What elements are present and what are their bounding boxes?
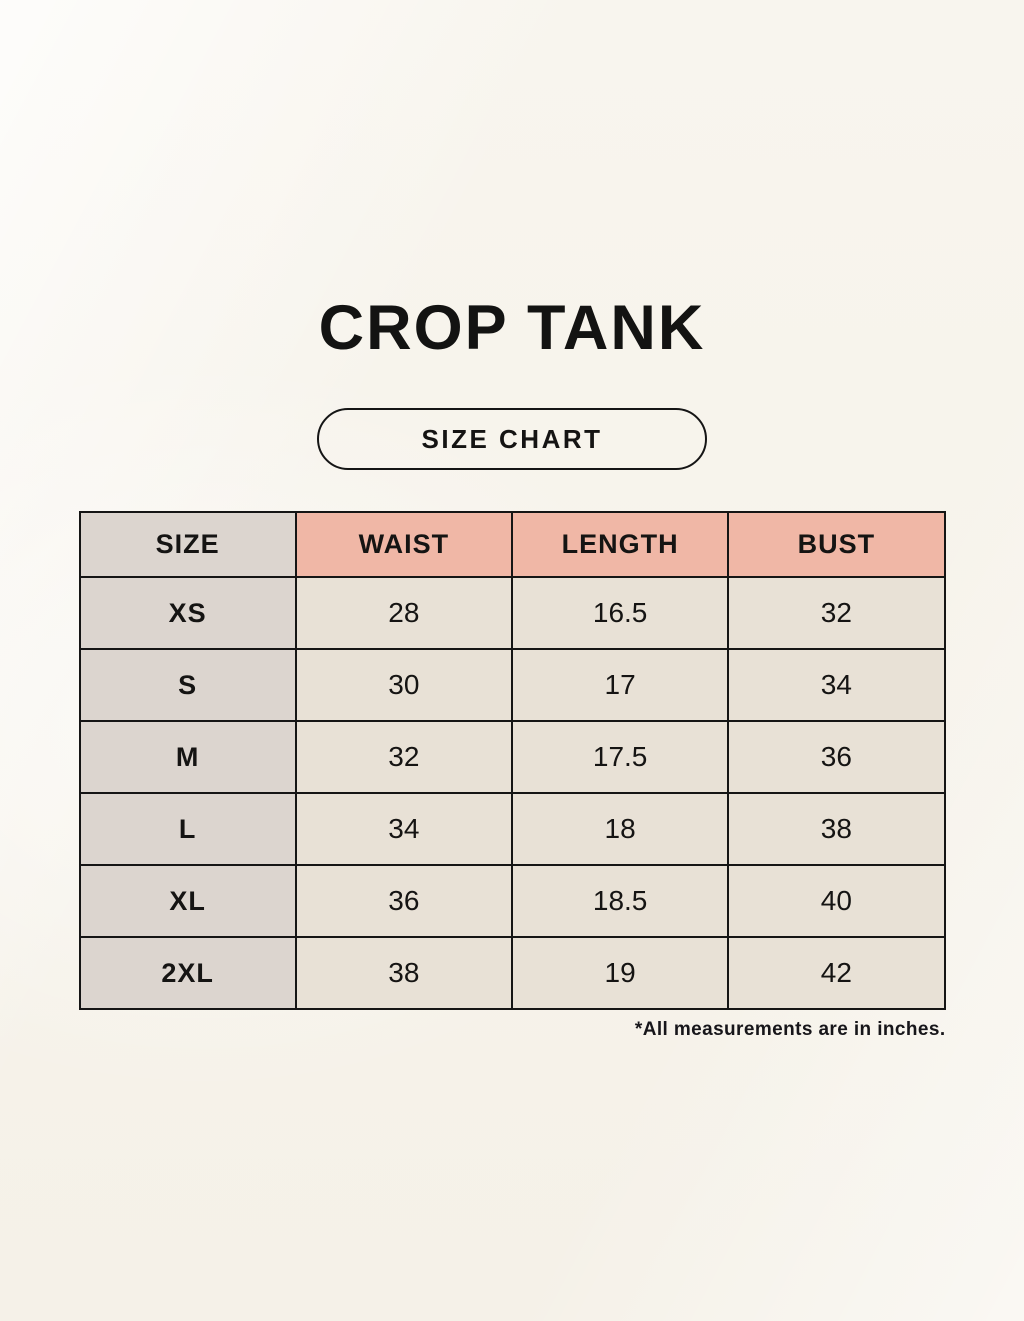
row-label-l: L [78, 792, 297, 866]
cell-length: 19 [510, 936, 730, 1010]
cell-bust: 34 [727, 648, 946, 722]
cell-waist: 28 [294, 576, 514, 650]
cell-bust: 42 [727, 936, 946, 1010]
cell-length: 18 [510, 792, 730, 866]
table-row: XL 36 18.5 40 [78, 864, 946, 938]
size-chart-table: SIZE WAIST LENGTH BUST XS 28 16.5 32 S 3… [78, 511, 946, 1010]
table-container: SIZE WAIST LENGTH BUST XS 28 16.5 32 S 3… [78, 511, 946, 1041]
cell-bust: 36 [727, 720, 946, 794]
cell-bust: 38 [727, 792, 946, 866]
column-header-bust: BUST [727, 511, 946, 578]
row-label-2xl: 2XL [78, 936, 297, 1010]
table-header-row: SIZE WAIST LENGTH BUST [78, 511, 946, 578]
size-chart-badge-label: SIZE CHART [421, 423, 603, 454]
column-header-length: LENGTH [510, 511, 730, 578]
cell-waist: 38 [294, 936, 514, 1010]
table-row: XS 28 16.5 32 [78, 576, 946, 650]
row-label-m: M [78, 720, 297, 794]
cell-bust: 40 [727, 864, 946, 938]
cell-bust: 32 [727, 576, 946, 650]
table-row: M 32 17.5 36 [78, 720, 946, 794]
row-label-s: S [78, 648, 297, 722]
cell-waist: 36 [294, 864, 514, 938]
cell-waist: 30 [294, 648, 514, 722]
cell-length: 17.5 [510, 720, 730, 794]
cell-length: 18.5 [510, 864, 730, 938]
measurements-note: *All measurements are in inches. [634, 1019, 946, 1040]
page-title: CROP TANK [318, 293, 706, 363]
size-chart-badge: SIZE CHART [317, 408, 707, 470]
table-row: 2XL 38 19 42 [78, 936, 946, 1010]
row-label-xs: XS [78, 576, 297, 650]
row-label-xl: XL [78, 864, 297, 938]
cell-length: 17 [510, 648, 730, 722]
cell-waist: 34 [294, 792, 514, 866]
cell-length: 16.5 [510, 576, 730, 650]
table-row: L 34 18 38 [78, 792, 946, 866]
cell-waist: 32 [294, 720, 514, 794]
table-row: S 30 17 34 [78, 648, 946, 722]
column-header-waist: WAIST [294, 511, 514, 578]
column-header-size: SIZE [78, 511, 297, 578]
